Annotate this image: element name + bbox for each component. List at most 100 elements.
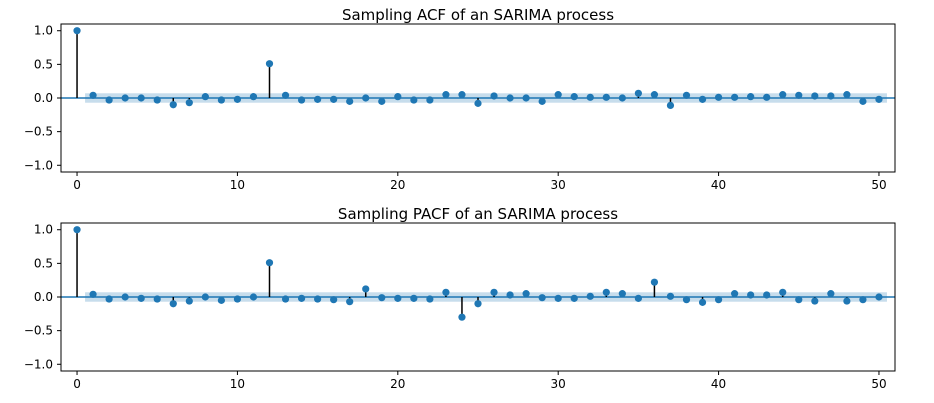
pacf-point-41 <box>731 290 739 298</box>
pacf-xtick-label-40: 40 <box>711 377 726 391</box>
acf-point-30 <box>554 91 562 99</box>
acf-point-6 <box>169 101 177 109</box>
pacf-point-6 <box>169 300 177 308</box>
pacf-point-3 <box>121 293 129 301</box>
pacf-point-43 <box>763 291 771 299</box>
acf-point-46 <box>811 92 819 100</box>
pacf-point-39 <box>698 298 707 306</box>
acf-point-25 <box>474 99 482 107</box>
pacf-xtick-label-0: 0 <box>73 377 81 391</box>
pacf-point-35 <box>634 294 642 302</box>
acf-point-2 <box>105 96 113 104</box>
acf-point-43 <box>763 93 771 101</box>
pacf-ytick-label-1: 0.5 <box>34 256 53 270</box>
acf-point-0 <box>73 27 81 35</box>
acf-point-11 <box>249 93 258 101</box>
acf-point-24 <box>458 91 466 99</box>
pacf-point-44 <box>779 288 787 296</box>
pacf-point-12 <box>265 259 274 267</box>
acf-xtick-label-10: 10 <box>230 178 245 192</box>
pacf-point-49 <box>859 296 867 304</box>
pacf-point-24 <box>458 313 466 321</box>
acf-point-13 <box>281 91 290 99</box>
acf-point-22 <box>426 96 434 104</box>
pacf-point-11 <box>249 293 258 301</box>
pacf-point-10 <box>233 295 242 303</box>
acf-point-32 <box>586 93 594 101</box>
pacf-title: Sampling PACF of an SARIMA process <box>338 205 618 223</box>
acf-point-31 <box>570 93 578 101</box>
pacf-point-37 <box>666 292 675 300</box>
pacf-ytick-label-4: −1.0 <box>24 357 53 371</box>
pacf-point-40 <box>714 296 723 304</box>
pacf-point-20 <box>394 294 402 302</box>
pacf-point-48 <box>843 297 851 305</box>
acf-point-20 <box>394 93 402 101</box>
pacf-ytick-label-0: 1.0 <box>34 223 53 237</box>
pacf-panel: Sampling PACF of an SARIMA process 0 10 20… <box>24 205 896 391</box>
pacf-point-17 <box>346 298 354 306</box>
acf-point-39 <box>698 95 707 103</box>
acf-point-9 <box>217 96 225 104</box>
pacf-xtick-label-30: 30 <box>551 377 566 391</box>
pacf-point-19 <box>378 294 386 302</box>
pacf-point-46 <box>811 297 819 305</box>
pacf-point-27 <box>506 291 514 299</box>
pacf-point-0 <box>73 226 81 234</box>
pacf-point-7 <box>185 297 193 305</box>
acf-point-10 <box>233 95 242 103</box>
pacf-ytick-label-3: −0.5 <box>24 324 53 338</box>
pacf-point-22 <box>426 295 434 303</box>
pacf-xtick-label-20: 20 <box>390 377 405 391</box>
pacf-point-38 <box>682 296 691 304</box>
acf-ytick-label-1: 0.5 <box>34 57 53 71</box>
pacf-point-47 <box>827 290 835 298</box>
pacf-point-21 <box>410 294 418 302</box>
acf-point-41 <box>731 93 739 101</box>
pacf-point-5 <box>153 295 161 303</box>
pacf-point-42 <box>747 291 755 299</box>
acf-point-8 <box>201 93 209 101</box>
acf-point-50 <box>875 95 883 103</box>
acf-point-5 <box>153 96 161 104</box>
acf-xtick-label-50: 50 <box>871 178 886 192</box>
acf-point-29 <box>538 97 546 105</box>
acf-xtick-label-30: 30 <box>551 178 566 192</box>
acf-point-45 <box>795 91 803 99</box>
pacf-point-13 <box>281 295 290 303</box>
acf-point-23 <box>442 91 450 99</box>
acf-point-49 <box>859 97 867 105</box>
acf-xtick-label-0: 0 <box>73 178 81 192</box>
acf-point-21 <box>410 96 418 104</box>
acf-ytick-label-4: −1.0 <box>24 158 53 172</box>
pacf-point-32 <box>586 292 594 300</box>
pacf-point-1 <box>89 290 97 298</box>
acf-point-14 <box>297 96 306 104</box>
acf-point-33 <box>602 93 610 101</box>
acf-ytick-label-0: 1.0 <box>34 24 53 38</box>
acf-point-48 <box>843 91 851 99</box>
acf-point-1 <box>89 91 97 99</box>
pacf-point-34 <box>618 290 626 298</box>
acf-point-12 <box>265 60 274 68</box>
acf-ytick-label-3: −0.5 <box>24 125 53 139</box>
acf-point-47 <box>827 92 835 100</box>
pacf-point-8 <box>201 293 209 301</box>
acf-point-42 <box>747 93 755 101</box>
pacf-point-26 <box>490 288 498 296</box>
pacf-xtick-label-50: 50 <box>871 377 886 391</box>
acf-xtick-label-40: 40 <box>711 178 726 192</box>
acf-point-40 <box>714 93 723 101</box>
pacf-point-4 <box>137 294 145 302</box>
acf-point-37 <box>666 101 675 109</box>
acf-point-17 <box>346 97 354 105</box>
acf-point-36 <box>650 91 659 99</box>
pacf-point-28 <box>522 290 530 298</box>
acf-xtick-label-20: 20 <box>390 178 405 192</box>
acf-point-35 <box>634 89 642 97</box>
acf-point-15 <box>314 95 322 103</box>
acf-point-26 <box>490 92 498 100</box>
pacf-point-9 <box>217 296 225 304</box>
pacf-point-15 <box>314 295 322 303</box>
